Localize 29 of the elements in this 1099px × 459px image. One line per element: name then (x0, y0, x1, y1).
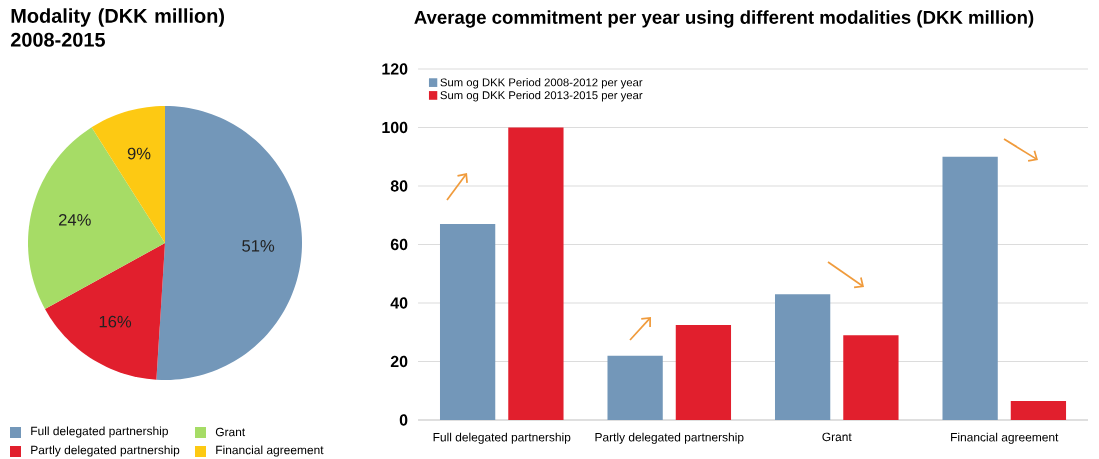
y-tick-label: 100 (382, 121, 408, 134)
legend-label: Sum og DKK Period 2013-2015 per year (440, 90, 643, 102)
y-tick-label: 20 (390, 355, 408, 368)
bar (439, 224, 496, 420)
bar (508, 127, 564, 420)
bar (1010, 400, 1067, 420)
chart-title: Average commitment per year using different modalities (DKK million) (414, 10, 1034, 28)
data-label: 51% (242, 240, 275, 252)
bar (607, 355, 663, 420)
y-tick-label: 0 (399, 414, 408, 426)
x-tick-label: Grant (822, 432, 852, 442)
x-tick-label: Financial agreement (951, 432, 1059, 444)
y-tick-label: 40 (390, 297, 408, 309)
chart-title: Modality (DKK million) 2008-2015 (10, 8, 225, 47)
bar (774, 294, 831, 420)
x-tick-label: Partly delegated partnership (595, 432, 744, 444)
x-tick-label: Full delegated partnership (433, 432, 571, 444)
bar (942, 156, 998, 420)
y-tick-label: 80 (390, 180, 408, 192)
data-label: 24% (59, 214, 91, 226)
legend-label: Financial agreement (216, 445, 324, 457)
legend-label: Partly delegated partnership (31, 445, 180, 457)
data-label: 16% (99, 315, 132, 328)
bar (843, 335, 899, 420)
bar (675, 324, 732, 420)
data-label: 9% (127, 147, 151, 160)
legend-label: Sum og DKK Period 2008-2012 per year (440, 78, 643, 89)
y-tick-label: 60 (390, 238, 408, 251)
y-tick-label: 120 (382, 63, 408, 75)
